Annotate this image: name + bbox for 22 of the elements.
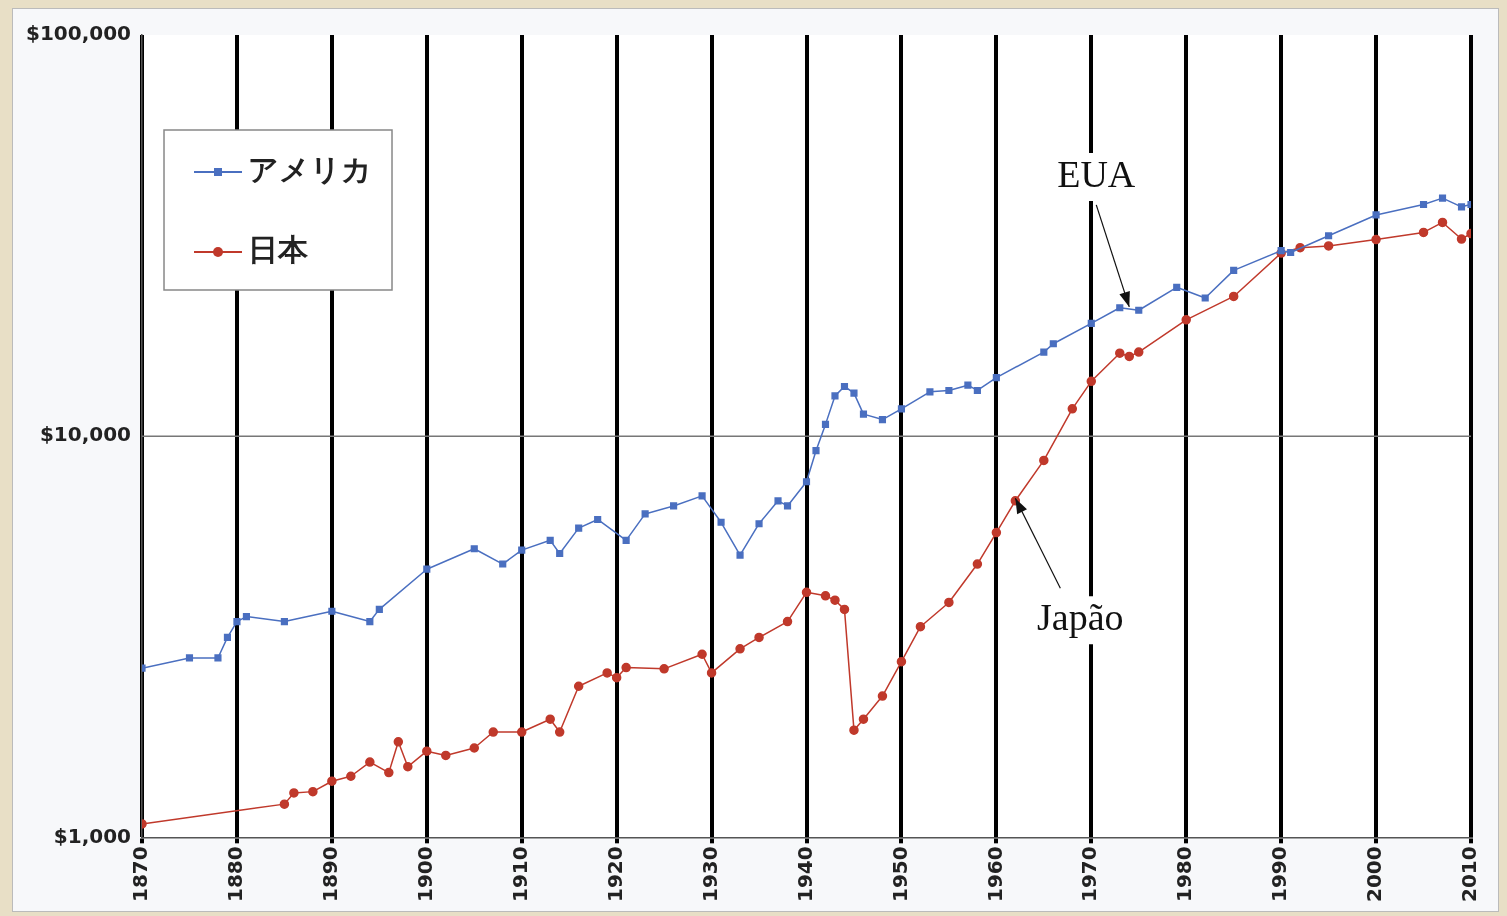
y-tick-label: $100,000 (25, 21, 132, 46)
x-tick-label: 1880 (223, 846, 248, 903)
x-tick-label: 1950 (887, 846, 912, 903)
x-tick-label: 1930 (697, 846, 722, 903)
x-tick-label: 1920 (602, 846, 627, 903)
legend-label: 日本 (248, 231, 310, 267)
x-tick-label: 1960 (982, 846, 1007, 903)
annotation: Japão (1037, 596, 1124, 639)
y-tick-label: $10,000 (39, 422, 132, 447)
x-tick-label: 1940 (792, 846, 817, 903)
x-tick-label: 1910 (507, 846, 532, 903)
x-tick-label: 1970 (1077, 846, 1102, 903)
y-tick-label: $1,000 (53, 823, 132, 848)
legend-label: アメリカ (248, 151, 373, 187)
x-tick-label: 1900 (413, 846, 437, 903)
x-tick-label: 1870 (128, 846, 153, 903)
x-tick-label: 2000 (1362, 846, 1387, 903)
x-tick-label: 1980 (1172, 846, 1197, 903)
annotation: EUA (1057, 152, 1136, 195)
x-tick-label: 2010 (1457, 846, 1482, 903)
x-tick-label: 1990 (1267, 846, 1292, 903)
x-tick-label: 1890 (318, 846, 343, 903)
